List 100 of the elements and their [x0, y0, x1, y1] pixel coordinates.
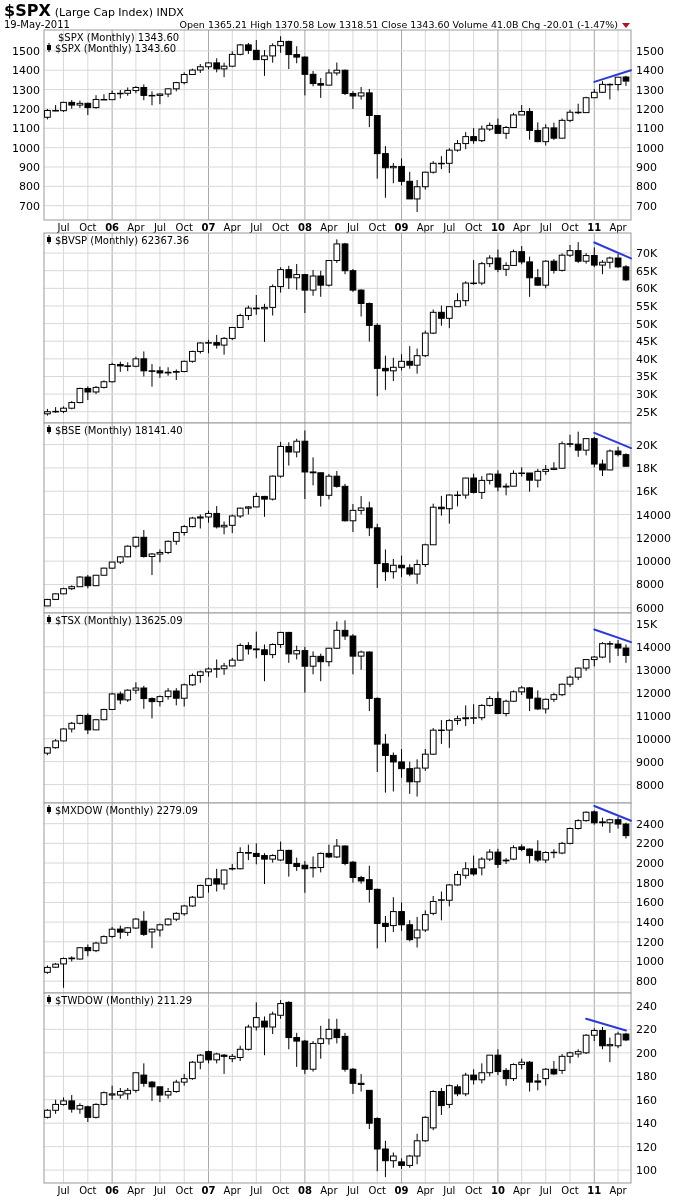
y-tick-label: 9000 [636, 755, 664, 769]
y-tick-label: 800 [636, 975, 657, 989]
x-tick-label: 08 [297, 222, 312, 233]
x-tick-label: Apr [609, 1185, 628, 1196]
y-tick-label: 30K [636, 388, 658, 402]
x-tick-label: Jul [442, 222, 456, 233]
x-tick-label: Oct [79, 222, 97, 233]
y-tick-label: 1800 [636, 876, 664, 890]
annotation: $SPX (Monthly) 1343.60 [58, 32, 180, 43]
y-tick-label: 1200 [12, 102, 40, 116]
chart-subtitle: (Large Cap Index) INDX [54, 6, 185, 19]
y-tick-label: 15K [636, 617, 658, 631]
y-tick-label: 2400 [636, 817, 664, 831]
y-tick-label: 8000 [636, 778, 664, 792]
y-tick-label: 900 [19, 160, 40, 174]
y-tick-label: 70K [636, 247, 658, 261]
y-tick-label: 14000 [636, 640, 671, 654]
x-tick-label: Oct [464, 222, 483, 233]
y-tick-label: 1200 [636, 935, 664, 949]
x-tick-label: Oct [561, 222, 579, 233]
y-tick-label: 100 [636, 1164, 657, 1178]
y-tick-label: 1000 [12, 141, 40, 155]
y-tick-label: 10000 [636, 555, 671, 569]
y-tick-label: 1400 [636, 916, 664, 930]
x-tick-label: 10 [490, 222, 505, 233]
x-tick-label: Jul [249, 1185, 263, 1196]
legend-label: $TWDOW (Monthly) 211.29 [55, 995, 193, 1006]
x-tick-label: Oct [561, 1185, 579, 1196]
y-tick-label: 40K [636, 352, 658, 366]
text: 19-May-2011 [4, 19, 70, 30]
y-tick-label: 220 [636, 1023, 657, 1037]
x-tick-label: Jul [56, 222, 70, 233]
y-tick-label: 1300 [12, 83, 40, 97]
y-tick-label: 1100 [12, 122, 40, 136]
y-tick-label: 200 [636, 1046, 657, 1060]
x-tick-label: 06 [105, 1185, 120, 1196]
legend-label: $TSX (Monthly) 13625.09 [55, 615, 183, 626]
x-tick-label: 11 [587, 1185, 602, 1196]
x-tick-label: Apr [416, 1185, 435, 1196]
y-tick-label: 12000 [636, 531, 671, 545]
x-tick-label: Oct [271, 1185, 290, 1196]
y-tick-label: 140 [636, 1117, 657, 1131]
x-tick-label: Apr [223, 222, 242, 233]
y-tick-label: 55K [636, 299, 658, 313]
x-tick-label: Oct [175, 1185, 193, 1196]
x-tick-label: Oct [464, 1185, 483, 1196]
x-tick-label: Oct [271, 222, 290, 233]
y-tick-label: 120 [636, 1140, 657, 1154]
chart-title: $SPX [4, 1, 52, 20]
x-tick-label: Jul [56, 1185, 70, 1196]
x-tick-label: 07 [201, 222, 216, 233]
x-tick-label: Oct [79, 1185, 97, 1196]
x-tick-label: Jul [538, 1185, 552, 1196]
x-tick-label: Apr [513, 222, 532, 233]
x-tick-label: 07 [201, 1185, 216, 1196]
x-tick-label: Apr [320, 1185, 339, 1196]
y-tick-label: 16K [636, 485, 658, 499]
y-tick-label: 11000 [636, 709, 671, 723]
y-tick-label: 25K [636, 405, 658, 419]
x-tick-label: 08 [297, 1185, 312, 1196]
y-tick-label: 14000 [636, 508, 671, 522]
y-tick-label: 700 [19, 199, 40, 213]
x-tick-label: 11 [587, 222, 602, 233]
x-tick-label: Jul [442, 1185, 456, 1196]
x-tick-label: Apr [513, 1185, 532, 1196]
x-tick-label: 09 [394, 1185, 409, 1196]
x-tick-label: Apr [416, 222, 435, 233]
x-tick-label: Apr [223, 1185, 242, 1196]
legend-label: $MXDOW (Monthly) 2279.09 [55, 805, 198, 816]
x-tick-label: Oct [368, 222, 386, 233]
legend-label: $BVSP (Monthly) 62367.36 [55, 235, 190, 246]
y-tick-label: 8000 [636, 578, 664, 592]
y-tick-label: 2000 [636, 857, 664, 871]
candlestick [429, 895, 437, 916]
y-tick-label: 800 [19, 180, 40, 194]
y-tick-label: 10000 [636, 732, 671, 746]
y-tick-label: 60K [636, 282, 658, 296]
x-tick-label: 10 [490, 1185, 505, 1196]
x-tick-label: 06 [105, 222, 120, 233]
x-tick-label: Apr [127, 1185, 146, 1196]
x-tick-label: Apr [320, 222, 339, 233]
y-tick-label: 2200 [636, 837, 664, 851]
x-tick-label: Oct [368, 1185, 386, 1196]
y-tick-label: 12000 [636, 686, 671, 700]
y-tick-label: 1600 [636, 896, 664, 910]
y-tick-label: 1000 [636, 955, 664, 969]
y-tick-label: 160 [636, 1093, 657, 1107]
legend-label: $SPX (Monthly) 1343.60 [55, 43, 177, 54]
y-tick-label: 1400 [12, 64, 40, 78]
y-tick-label: 65K [636, 264, 658, 278]
y-tick-label: 20K [636, 438, 658, 452]
x-tick-label: 09 [394, 222, 409, 233]
candlestick [357, 1073, 365, 1093]
x-tick-label: Oct [175, 222, 193, 233]
x-tick-label: Jul [152, 1185, 166, 1196]
y-tick-label: 35K [636, 370, 658, 384]
x-tick-label: Jul [249, 222, 263, 233]
x-tick-label: Apr [127, 222, 146, 233]
y-tick-label: 18K [636, 461, 658, 475]
legend-label: $BSE (Monthly) 18141.40 [55, 425, 183, 436]
